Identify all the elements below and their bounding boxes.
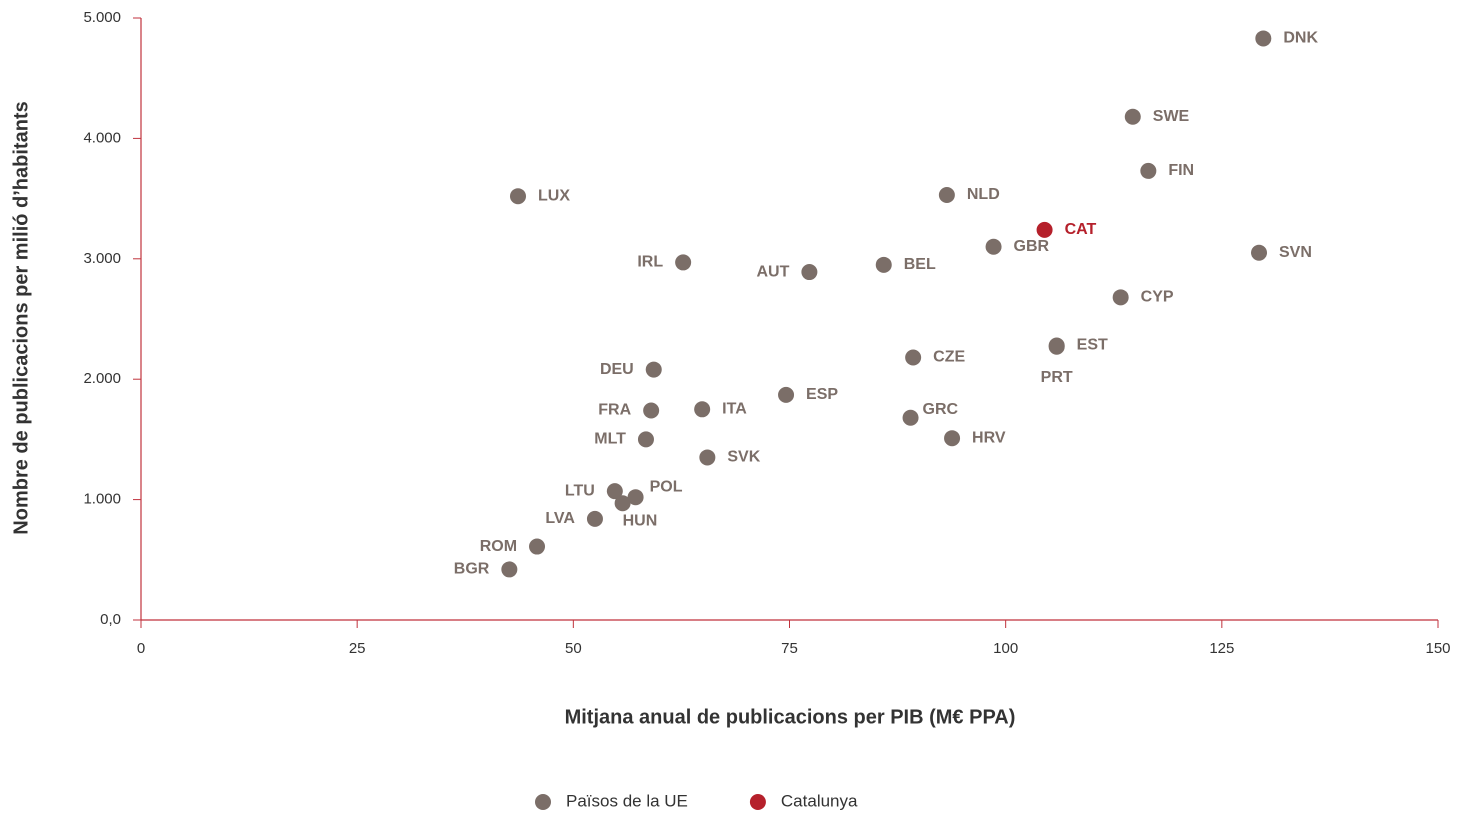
point	[694, 401, 711, 418]
point-label: BGR	[454, 561, 490, 578]
point	[1048, 338, 1065, 355]
point	[627, 489, 644, 506]
point	[905, 349, 922, 366]
point-label: HUN	[623, 512, 658, 529]
y-tick-label: 1.000	[83, 491, 121, 508]
point-label: HRV	[972, 429, 1006, 446]
point	[944, 430, 961, 447]
x-tick-label: 25	[349, 640, 366, 657]
x-axis-label: Mitjana anual de publicacions per PIB (M…	[565, 706, 1016, 728]
point	[902, 409, 919, 426]
point-label: CYP	[1141, 289, 1174, 306]
point	[501, 561, 518, 578]
point-label: FIN	[1168, 162, 1194, 179]
point	[675, 254, 692, 271]
y-tick-label: 3.000	[83, 250, 121, 267]
point	[1112, 289, 1129, 306]
point-label: AUT	[756, 263, 789, 280]
point-label: POL	[650, 478, 683, 495]
point-label: CZE	[933, 349, 965, 366]
point	[1251, 244, 1268, 261]
point-label: SVN	[1279, 244, 1312, 261]
point-label: FRA	[598, 402, 631, 419]
point-label: LTU	[565, 482, 595, 499]
point	[637, 431, 654, 448]
point	[699, 449, 716, 466]
y-tick-label: 0,0	[100, 611, 121, 628]
point-label: EST	[1077, 337, 1108, 354]
point-label: GRC	[923, 401, 959, 418]
legend-marker	[535, 794, 551, 810]
point-label: BEL	[904, 256, 936, 273]
point	[985, 238, 1002, 255]
point-label: DEU	[600, 361, 634, 378]
y-axis-label: Nombre de publicacions per milió d’habit…	[10, 101, 32, 534]
point	[614, 495, 631, 512]
y-tick-label: 5.000	[83, 9, 121, 26]
point	[586, 510, 603, 527]
x-tick-label: 125	[1209, 640, 1234, 657]
legend-marker	[749, 794, 766, 810]
point-label: CAT	[1065, 221, 1097, 238]
point-label: ESP	[806, 386, 838, 403]
point-label: ITA	[722, 401, 747, 418]
point	[875, 256, 892, 273]
point	[801, 264, 818, 281]
x-tick-label: 75	[781, 640, 798, 657]
point-label: SVK	[727, 449, 760, 466]
point-label: IRL	[637, 254, 663, 271]
point-label: NLD	[967, 186, 1000, 203]
point	[645, 361, 662, 378]
point-label: LVA	[545, 510, 575, 527]
point-label: SWE	[1153, 108, 1190, 125]
point-label: DNK	[1283, 30, 1318, 47]
y-tick-label: 2.000	[83, 370, 121, 387]
point-label: MLT	[594, 431, 626, 448]
point	[509, 188, 526, 205]
point	[606, 483, 623, 500]
x-tick-label: 100	[993, 640, 1018, 657]
y-tick-label: 4.000	[83, 129, 121, 146]
x-tick-label: 50	[565, 640, 582, 657]
point	[643, 402, 660, 419]
point	[529, 538, 546, 555]
point	[1255, 30, 1272, 47]
x-tick-label: 150	[1425, 640, 1450, 657]
point	[778, 386, 795, 403]
point	[1140, 162, 1157, 179]
legend-label: Catalunya	[781, 791, 858, 810]
legend-label: Països de la UE	[566, 791, 688, 810]
point-label: PRT	[1041, 369, 1073, 386]
point	[1036, 221, 1053, 238]
point	[938, 186, 955, 203]
point-label: ROM	[480, 538, 517, 555]
point-label: GBR	[1014, 238, 1050, 255]
point-label: LUX	[538, 187, 570, 204]
point	[1124, 108, 1141, 125]
x-tick-label: 0	[137, 640, 145, 657]
